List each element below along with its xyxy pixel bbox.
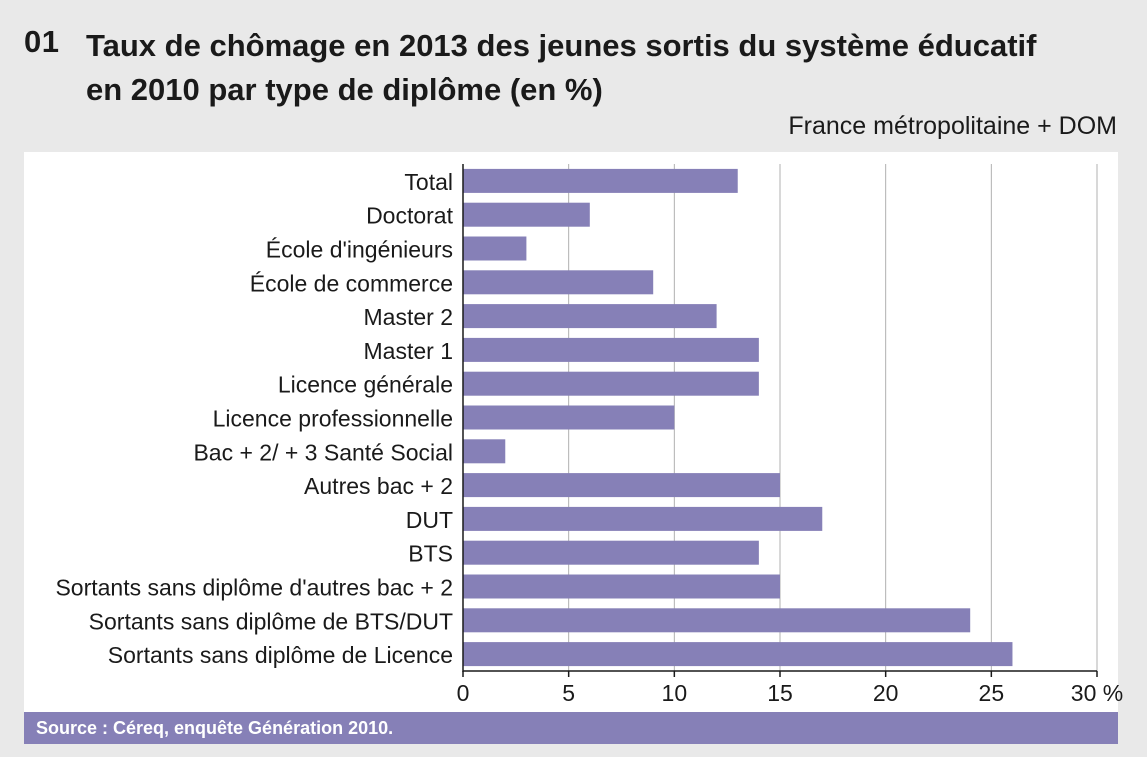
bar (463, 473, 780, 498)
bar (463, 371, 759, 396)
source-note: Source : Céreq, enquête Génération 2010. (24, 712, 1118, 744)
figure-number: 01 (24, 24, 60, 59)
x-tick-label: 20 (873, 680, 899, 706)
category-label: Sortants sans diplôme de Licence (108, 642, 453, 668)
category-label: Bac + 2/ + 3 Santé Social (193, 439, 453, 465)
category-label: Doctorat (366, 203, 454, 229)
bar (463, 642, 1013, 667)
bar (463, 439, 506, 464)
category-label: Sortants sans diplôme de BTS/DUT (89, 608, 453, 634)
bar (463, 202, 590, 227)
x-tick-label: 5 (562, 680, 575, 706)
category-label: Sortants sans diplôme d'autres bac + 2 (55, 575, 453, 601)
category-label: École d'ingénieurs (266, 237, 453, 263)
category-label: Licence professionnelle (213, 406, 453, 432)
x-tick-label: 0 (457, 680, 470, 706)
bar (463, 236, 527, 261)
x-tick-label: 10 (662, 680, 688, 706)
chart-title-line-2: en 2010 par type de diplôme (en %) (86, 72, 603, 107)
category-label: École de commerce (250, 270, 453, 296)
chart-title-line-1: Taux de chômage en 2013 des jeunes sorti… (86, 28, 1037, 63)
chart-subtitle-scope: France métropolitaine + DOM (788, 112, 1117, 140)
category-label: Master 2 (364, 304, 453, 330)
category-label: Master 1 (364, 338, 453, 364)
bar (463, 574, 780, 599)
x-tick-label: 25 (979, 680, 1005, 706)
category-label: DUT (406, 507, 453, 533)
bar (463, 540, 759, 565)
x-tick-label: 30 % (1071, 680, 1123, 706)
category-label: Total (404, 169, 453, 195)
bar (463, 405, 675, 430)
bar (463, 506, 823, 531)
category-label: BTS (408, 541, 453, 567)
category-label: Licence générale (278, 372, 453, 398)
bar (463, 270, 654, 295)
category-label: Autres bac + 2 (304, 473, 453, 499)
chart-title: Taux de chômage en 2013 des jeunes sorti… (86, 24, 1086, 112)
bar (463, 608, 971, 633)
x-tick-label: 15 (767, 680, 793, 706)
bar (463, 304, 717, 329)
bar (463, 168, 738, 193)
bar (463, 337, 759, 362)
